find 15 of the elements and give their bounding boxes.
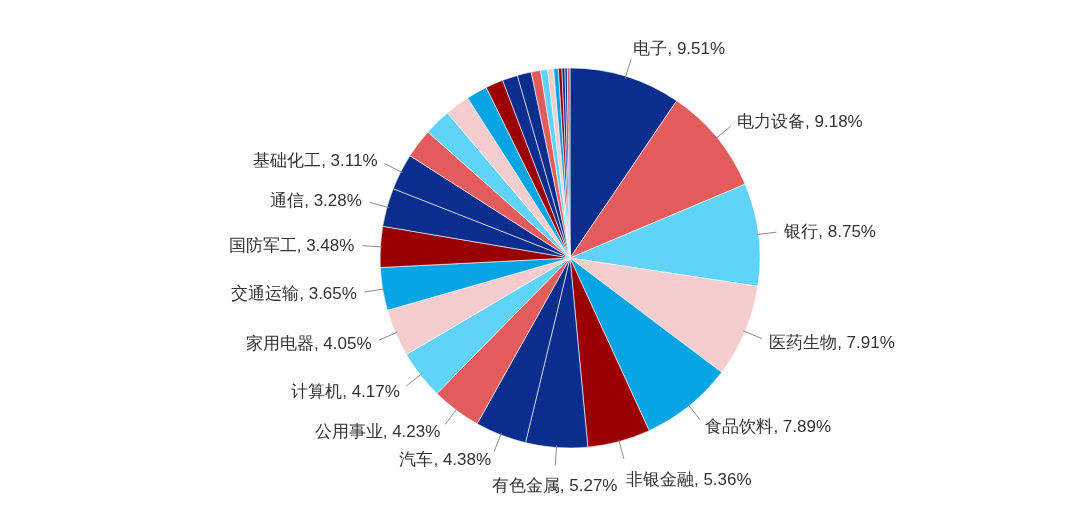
slice-label: 电力设备, 9.18% — [737, 112, 863, 132]
slice-label: 公用事业, 4.23% — [314, 421, 441, 441]
slice-label: 医药生物, 7.91% — [769, 332, 895, 352]
slice-label: 银行, 8.75% — [783, 222, 876, 242]
slice-label: 电子, 9.51% — [633, 38, 726, 58]
slice-label: 有色金属, 5.27% — [491, 476, 618, 496]
slice-label: 食品饮料, 7.89% — [705, 417, 832, 437]
slice-label: 非银金融, 5.36% — [625, 469, 752, 489]
slice-label: 计算机, 4.17% — [291, 382, 400, 402]
slice-label: 交通运输, 3.65% — [231, 284, 357, 304]
slice-label: 家用电器, 4.05% — [245, 334, 372, 354]
slice-label: 汽车, 4.38% — [399, 450, 492, 470]
slice-label: 国防军工, 3.48% — [228, 236, 355, 256]
slice-label: 基础化工, 3.11% — [253, 150, 378, 170]
slice-label: 通信, 3.28% — [270, 191, 362, 211]
